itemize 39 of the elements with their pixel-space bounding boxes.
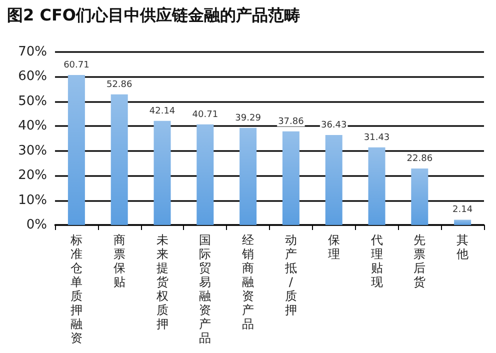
- y-tick-label: 10%: [18, 192, 47, 208]
- data-label: 31.43: [364, 132, 390, 143]
- x-tick-label: 其他: [456, 233, 469, 261]
- bar: [110, 94, 128, 225]
- x-tick-label: 未来提货权质押: [155, 233, 168, 331]
- x-tick-label: 商票保贴: [113, 233, 126, 289]
- x-tick-label: 代理贴现: [370, 233, 383, 289]
- bar: [368, 147, 386, 225]
- bar: [411, 168, 428, 225]
- bar: [68, 74, 85, 225]
- data-label: 2.14: [452, 205, 473, 216]
- x-tick-label: 动产抵/质押: [284, 233, 297, 317]
- data-label: 60.71: [64, 60, 90, 70]
- x-tick-label: 先票后货: [414, 233, 426, 289]
- bar: [325, 134, 342, 225]
- bar: [196, 124, 214, 225]
- y-tick-label: 70%: [18, 44, 47, 60]
- y-tick-label: 20%: [18, 168, 47, 184]
- x-tick-label: 国际贸易融资产品: [199, 233, 212, 345]
- y-tick-label: 50%: [18, 94, 47, 109]
- x-tick-label: 标准仓单质押融资: [69, 233, 82, 345]
- bar: [154, 120, 171, 225]
- data-label: 22.86: [406, 154, 433, 164]
- data-label: 39.29: [235, 113, 262, 124]
- bar: [240, 128, 257, 225]
- bar: [454, 220, 472, 225]
- chart-title: 图2 CFO们心目中供应链金融的产品范畴: [7, 6, 300, 24]
- y-tick-label: 60%: [18, 69, 47, 84]
- y-tick-label: 0%: [26, 218, 47, 232]
- y-tick-label: 40%: [18, 118, 47, 134]
- data-label: 37.86: [278, 116, 304, 127]
- data-label: 40.71: [192, 110, 218, 120]
- data-label: 42.14: [149, 106, 176, 116]
- x-tick-label: 经销商融资产品: [241, 233, 254, 331]
- x-tick-label: 保理: [328, 233, 340, 261]
- y-tick-label: 30%: [18, 143, 47, 158]
- data-label: 36.43: [320, 120, 347, 130]
- bar: [282, 131, 300, 225]
- data-label: 52.86: [106, 80, 133, 90]
